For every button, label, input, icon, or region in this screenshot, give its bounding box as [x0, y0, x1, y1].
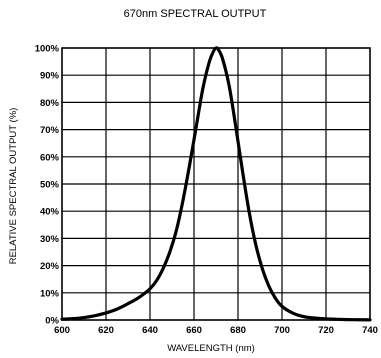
- y-axis-label: RELATIVE SPECTRAL OUTPUT (%): [8, 108, 19, 265]
- plot-frame: [61, 47, 371, 321]
- x-tick-label: 720: [318, 325, 334, 336]
- y-tick-label: 100%: [35, 44, 60, 55]
- y-tick-label: 50%: [40, 180, 60, 191]
- y-tick-label: 20%: [40, 261, 60, 272]
- y-tick-label: 10%: [40, 288, 60, 299]
- y-tick-labels: 0% 10% 20% 30% 40% 50% 60% 70% 80% 90% 100%: [35, 44, 60, 327]
- x-tick-label: 600: [54, 325, 70, 336]
- grid-lines: [62, 48, 370, 320]
- x-tick-label: 680: [230, 325, 246, 336]
- y-tick-label: 30%: [40, 234, 60, 245]
- y-tick-label: 0%: [45, 316, 59, 327]
- x-tick-label: 660: [186, 325, 202, 336]
- y-tick-label: 90%: [40, 71, 60, 82]
- x-tick-label: 620: [98, 325, 114, 336]
- x-tick-label: 740: [362, 325, 378, 336]
- x-axis-label: WAVELENGTH (nm): [167, 343, 255, 354]
- y-tick-label: 60%: [40, 152, 60, 163]
- chart-title: 670nm SPECTRAL OUTPUT: [124, 8, 267, 20]
- y-tick-label: 80%: [40, 98, 60, 109]
- x-tick-label: 640: [142, 325, 158, 336]
- y-tick-label: 70%: [40, 125, 60, 136]
- x-tick-labels: 600 620 640 660 680 700 720 740: [54, 325, 378, 336]
- y-tick-label: 40%: [40, 207, 60, 218]
- x-tick-label: 700: [274, 325, 290, 336]
